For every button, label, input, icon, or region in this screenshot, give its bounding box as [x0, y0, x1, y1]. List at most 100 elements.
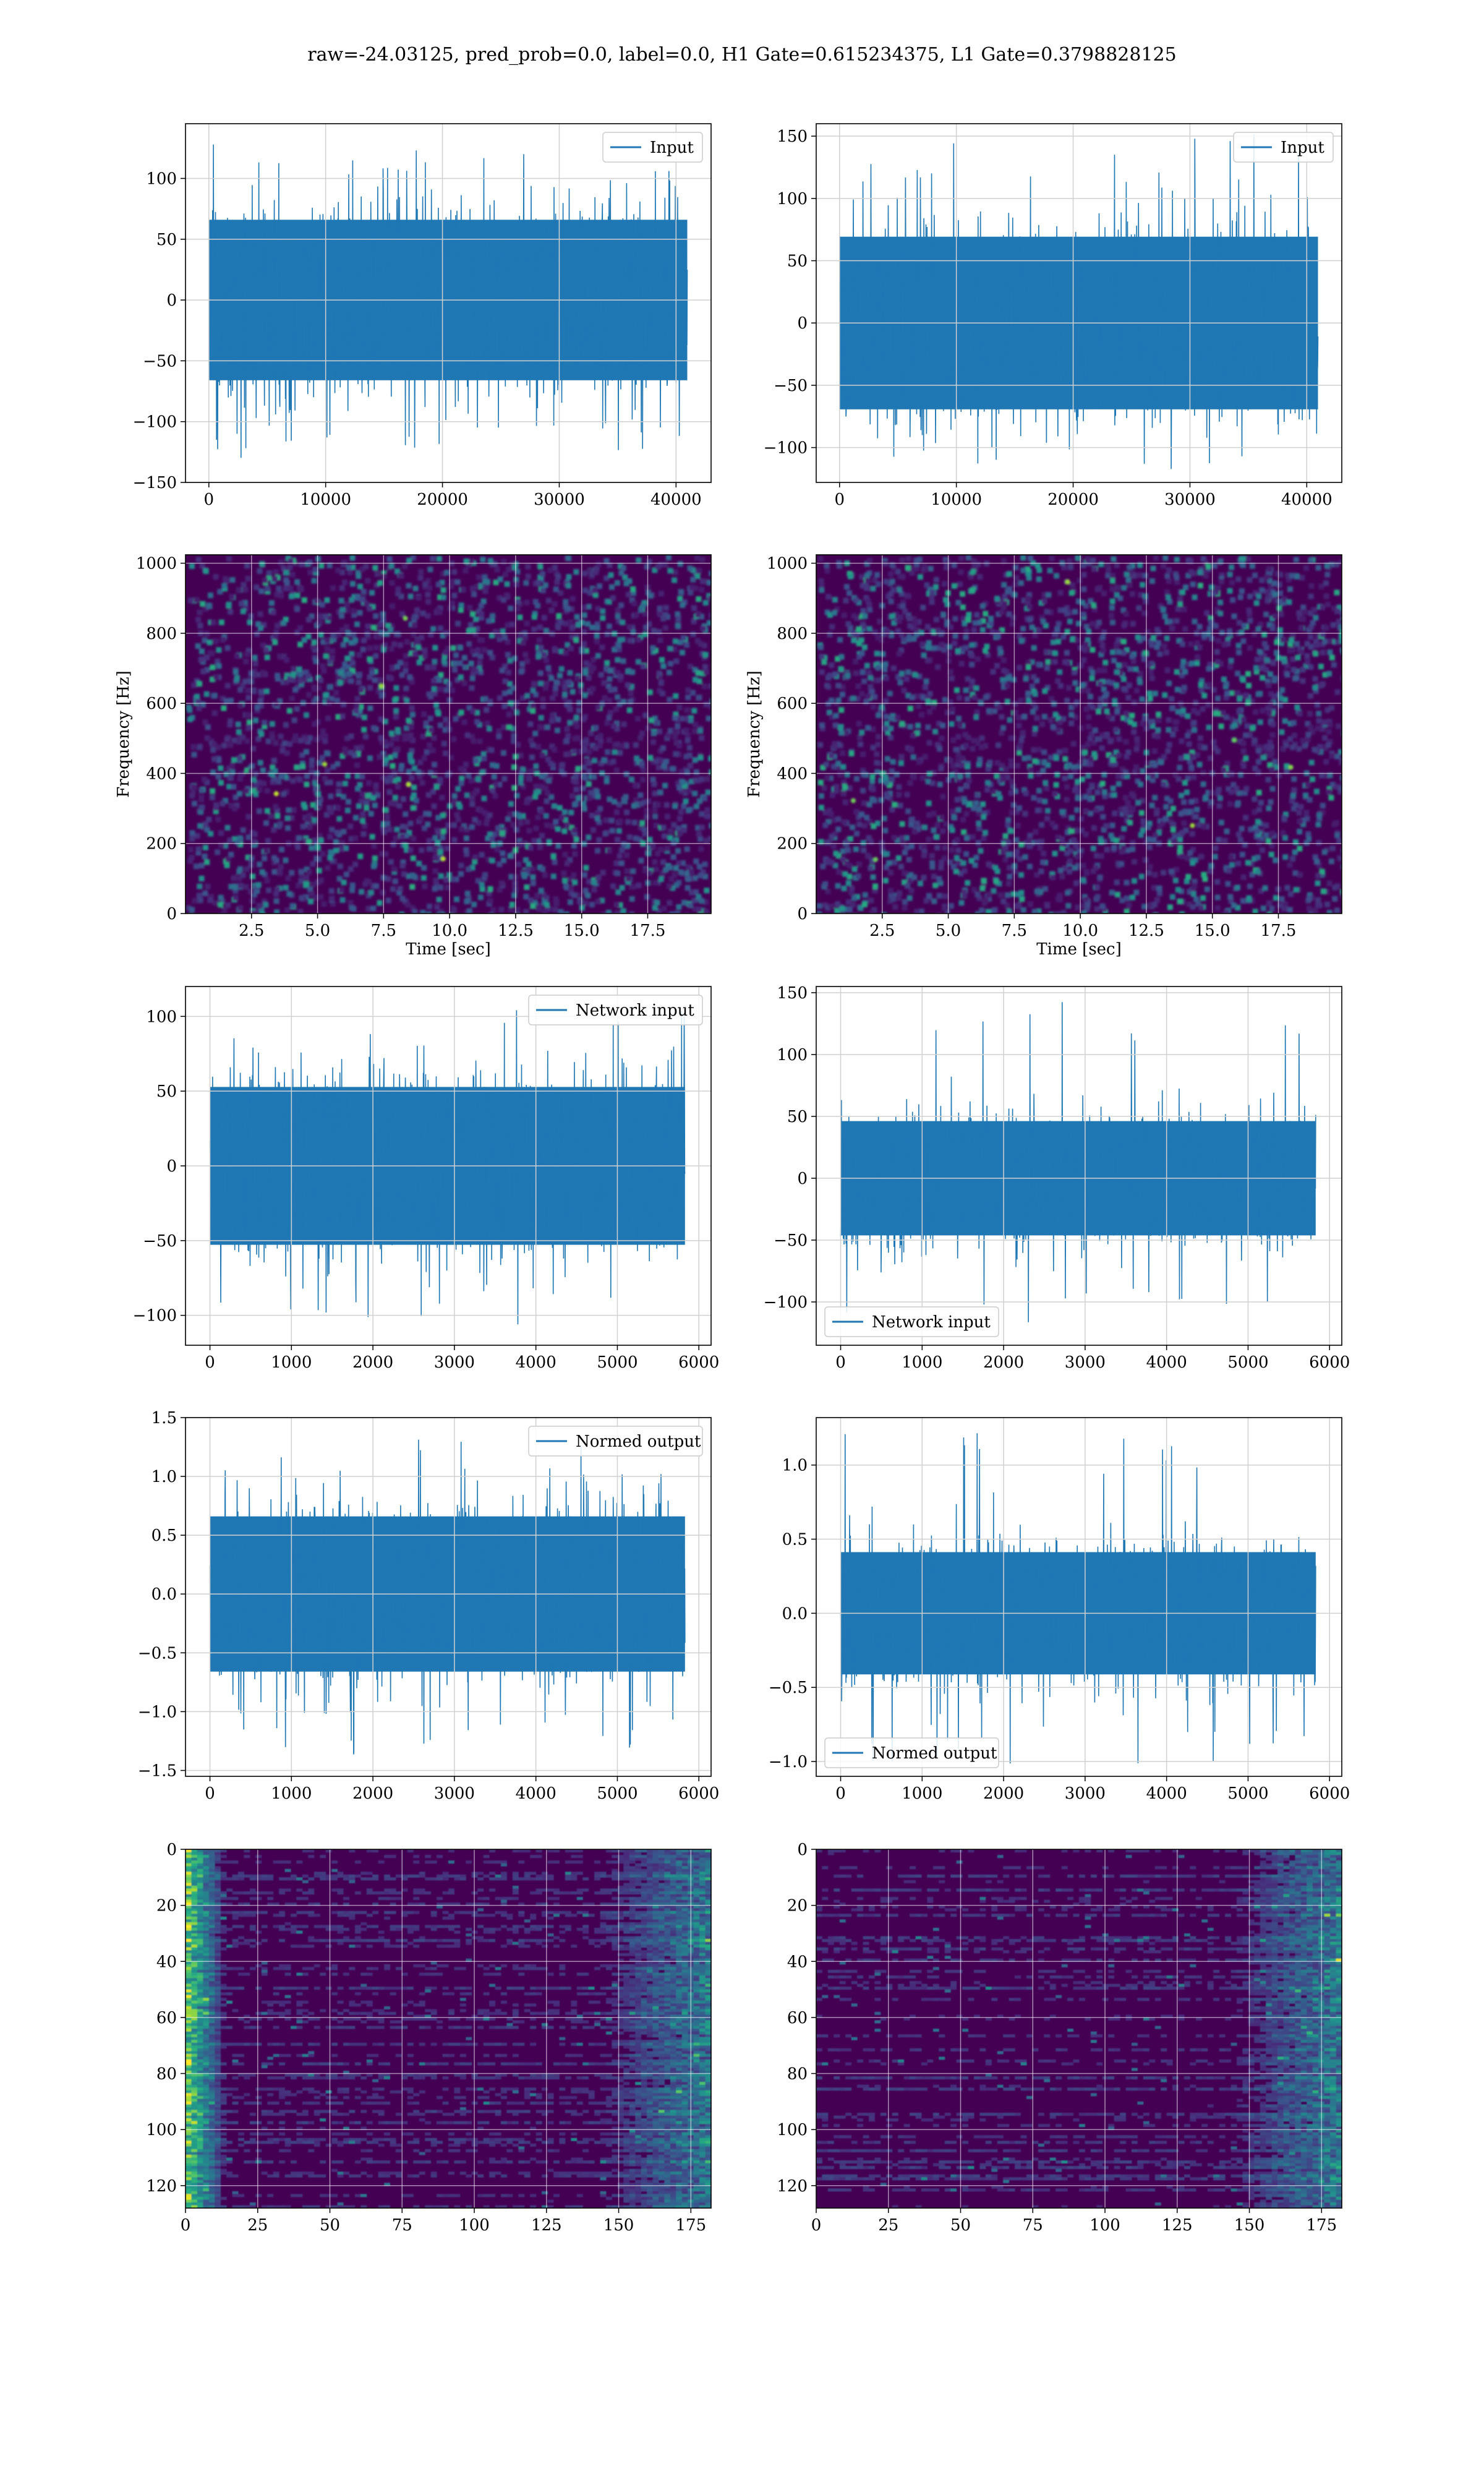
y-tick-label: 0	[797, 1841, 808, 1859]
legend: Network input	[528, 995, 703, 1025]
x-tick-label: 30000	[1164, 490, 1216, 509]
x-tick-label: 0	[835, 1784, 846, 1803]
y-tick-label: −100	[133, 1307, 177, 1325]
spectrogram-cells	[186, 555, 711, 914]
x-tick-label: 2000	[352, 1353, 393, 1372]
x-tick-label: 5.0	[305, 922, 330, 940]
axes-frame	[185, 1849, 712, 2209]
y-tick-label: −1.0	[138, 1703, 177, 1721]
x-tick-label: 1000	[902, 1353, 942, 1372]
y-tick-label: 100	[777, 190, 808, 208]
y-tick-label: −100	[764, 1293, 808, 1312]
axes-frame	[816, 986, 1342, 1346]
y-tick-label: 1.0	[782, 1457, 808, 1475]
figure-title: raw=-24.03125, pred_prob=0.0, label=0.0,…	[307, 44, 1176, 66]
x-tick-label: 2000	[352, 1784, 393, 1803]
y-tick-label: 50	[156, 1082, 177, 1101]
x-tick-label: 20000	[417, 490, 468, 509]
y-tick-label: 100	[777, 1046, 808, 1064]
x-tick-label: 6000	[678, 1353, 719, 1372]
x-tick-label: 6000	[678, 1784, 719, 1803]
y-tick-label: −50	[143, 352, 177, 370]
y-tick-label: 1000	[136, 555, 177, 573]
y-tick-label: 150	[777, 984, 808, 1003]
grid	[816, 987, 1342, 1345]
network-input-h1-panel: 0 1000 2000 3000 4000 5000 6000 −100 −50 0 50 100 Ne…	[133, 986, 719, 1372]
y-tick-label: 1.0	[151, 1468, 177, 1486]
x-tick-label: 40000	[1281, 490, 1333, 509]
y-tick-label: 100	[146, 1008, 177, 1026]
y-tick-label: 600	[777, 695, 808, 713]
x-tick-label: 150	[603, 2216, 634, 2235]
legend-label: Normed output	[576, 1432, 701, 1451]
legend: Normed output	[528, 1426, 703, 1457]
x-tick-label: 25	[247, 2216, 268, 2235]
x-tick-label: 3000	[1065, 1784, 1106, 1803]
x-tick-label: 175	[675, 2216, 706, 2235]
input-h1-series-line	[208, 144, 688, 458]
x-tick-label: 17.5	[1261, 922, 1297, 940]
feature-map-l1-panel: 0 25 50 75 100 125 150 175 0 20 40 60 80 100 120	[777, 1841, 1342, 2235]
y-tick-label: 40	[156, 1953, 177, 1971]
x-tick-label: 17.5	[630, 922, 666, 940]
y-tick-label: 0	[166, 291, 177, 310]
x-tick-label: 1000	[902, 1784, 942, 1803]
legend: Normed output	[824, 1737, 999, 1768]
x-tick-label: 0	[835, 1353, 846, 1372]
y-tick-label: 200	[777, 835, 808, 854]
x-tick-label: 150	[1234, 2216, 1265, 2235]
x-tick-label: 125	[531, 2216, 562, 2235]
y-tick-label: 0	[797, 1170, 808, 1188]
x-tick-label: 0	[205, 1784, 215, 1803]
x-tick-label: 175	[1306, 2216, 1337, 2235]
x-tick-label: 25	[878, 2216, 898, 2235]
x-tick-label: 4000	[516, 1353, 556, 1372]
y-tick-label: 50	[787, 1108, 808, 1126]
feature-map-h1-panel: 0 25 50 75 100 125 150 175 0 20 40 60 80 100 120	[146, 1841, 712, 2235]
x-tick-label: 7.5	[371, 922, 396, 940]
x-tick-label: 4000	[1146, 1784, 1187, 1803]
x-tick-label: 4000	[1146, 1353, 1187, 1372]
x-tick-label: 3000	[434, 1353, 475, 1372]
panels: 0 10000 20000 30000 40000−150−100−50050100In…	[114, 123, 1350, 2235]
x-tick-label: 5000	[597, 1784, 638, 1803]
y-tick-label: 80	[156, 2065, 177, 2084]
spectrogram-l1-panel: 2.5 5.0 7.5 10.0 12.5 15.0 17.5 0 200 400 600 800 10…	[745, 554, 1342, 959]
x-tick-label: 10000	[300, 490, 351, 509]
x-tick-label: 0	[811, 2216, 822, 2235]
input-l1-panel: 0 10000 20000 30000 40000 −100 −50 0 50 100 150 Inp…	[764, 123, 1342, 509]
y-tick-label: 0	[797, 905, 808, 923]
network-input-l1-panel: 0 1000 2000 3000 4000 5000 6000 −100 −50 0 50 100 15…	[764, 984, 1350, 1372]
y-tick-label: 800	[146, 625, 177, 643]
spectrogram-cells	[816, 555, 1342, 914]
x-tick-label: 2.5	[239, 922, 264, 940]
y-tick-label: 50	[787, 252, 808, 271]
x-tick-label: 5000	[1227, 1784, 1268, 1803]
x-tick-label: 2000	[983, 1353, 1024, 1372]
legend: Input	[1233, 132, 1334, 163]
y-tick-label: 50	[156, 231, 177, 249]
x-tick-label: 75	[1023, 2216, 1043, 2235]
input-l1-series-line	[839, 134, 1319, 469]
grid	[816, 555, 1342, 914]
x-tick-label: 1000	[271, 1353, 312, 1372]
legend-label: Normed output	[872, 1744, 997, 1763]
y-axis-label: Frequency [Hz]	[114, 670, 133, 798]
normed-output-l1-panel: 0 1000 2000 3000 4000 5000 6000 −1.0 −0.5 0.0 0.5 1…	[769, 1417, 1350, 1803]
y-tick-label: 100	[146, 169, 177, 188]
x-tick-label: 0	[181, 2216, 191, 2235]
y-tick-label: 0.0	[151, 1585, 177, 1604]
x-tick-label: 6000	[1309, 1784, 1350, 1803]
x-tick-label: 1000	[271, 1784, 312, 1803]
x-tick-label: 10.0	[1062, 922, 1098, 940]
normed-output-h1-series-line	[209, 1439, 686, 1755]
x-axis-label: Time [sec]	[406, 940, 491, 959]
y-tick-label: −1.0	[769, 1753, 808, 1771]
x-tick-label: 50	[950, 2216, 971, 2235]
y-tick-label: 120	[146, 2177, 177, 2196]
y-tick-label: −150	[133, 474, 177, 492]
y-tick-label: 400	[146, 764, 177, 783]
x-tick-label: 10000	[931, 490, 982, 509]
grid	[186, 555, 711, 914]
